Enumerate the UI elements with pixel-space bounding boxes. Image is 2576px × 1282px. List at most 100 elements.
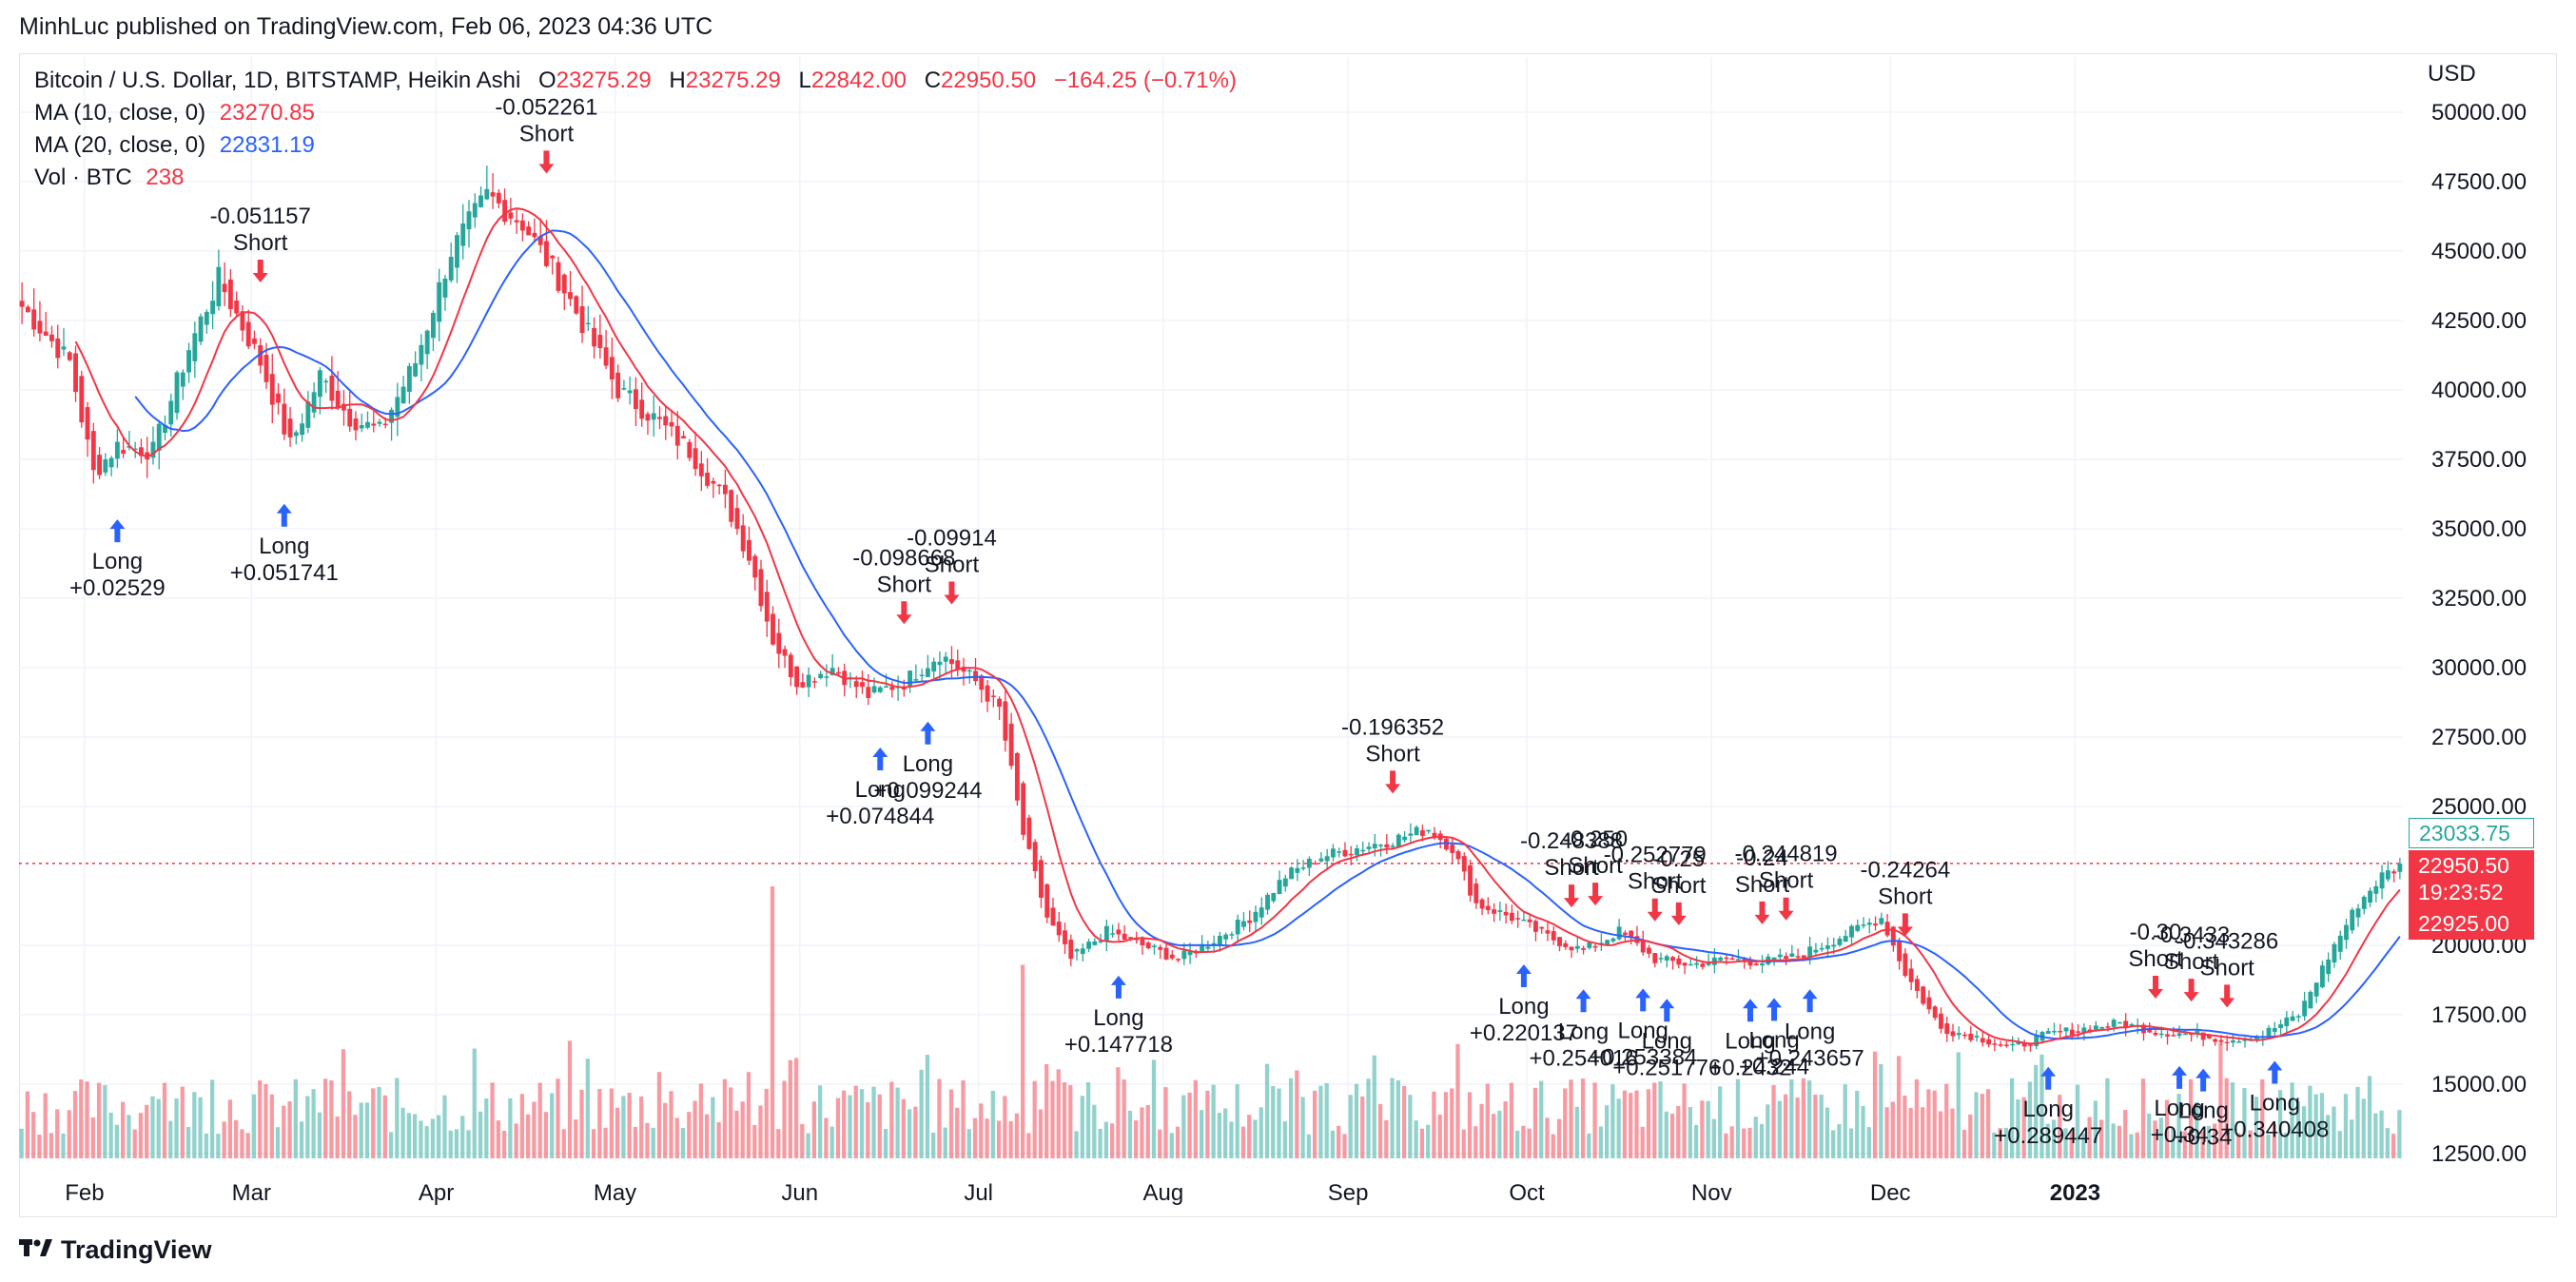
volume-bar <box>448 1130 453 1158</box>
candle-body <box>2290 1016 2295 1021</box>
candle-body <box>2391 871 2397 874</box>
candle-body <box>1784 956 1789 960</box>
candle-body <box>526 226 532 236</box>
candle-body <box>1098 941 1103 942</box>
time-tick-label: Jun <box>781 1180 818 1206</box>
candle-body <box>1939 1013 1943 1029</box>
volume-bar <box>2343 1094 2349 1158</box>
ma10-row[interactable]: MA (10, close, 0) 23270.85 <box>34 97 1237 129</box>
long-signal: Long+0.051741 <box>230 503 339 586</box>
volume-bar <box>1532 1087 1538 1158</box>
candle-body <box>544 241 549 266</box>
candle-body <box>752 555 758 578</box>
volume-bar <box>1366 1078 1371 1158</box>
chart-pane[interactable] <box>19 53 2557 1217</box>
candle-body <box>1014 752 1020 801</box>
volume-bar <box>1890 1101 1895 1158</box>
candle-body <box>1873 923 1878 926</box>
volume-bar <box>2367 1076 2372 1158</box>
candle-body <box>192 333 198 361</box>
candle-body <box>1039 860 1044 898</box>
volume-bar <box>1819 1095 1824 1158</box>
signal-type-label: Short <box>1365 741 1420 767</box>
volume-bar <box>2135 1132 2139 1158</box>
candle-body <box>1134 939 1140 941</box>
candle-body <box>371 423 377 426</box>
long-signal: Long+0.253384 <box>1589 988 1697 1070</box>
volume-bar <box>2284 1133 2289 1158</box>
signal-value-label: -0.248388 <box>1520 828 1623 854</box>
candle-body <box>1694 962 1700 965</box>
candle-body <box>1402 836 1408 841</box>
candle-body <box>1831 944 1837 947</box>
candle-body <box>139 447 144 456</box>
candle-body <box>269 374 275 405</box>
volume-row[interactable]: Vol · BTC 238 <box>34 162 1237 194</box>
candle-body <box>1140 939 1145 945</box>
candle-body <box>2385 870 2391 880</box>
volume-bar <box>2171 1128 2176 1158</box>
low-label: L <box>798 68 811 93</box>
volume-bar <box>2301 1106 2307 1158</box>
candle-body <box>19 301 25 307</box>
candle-body <box>1605 940 1610 945</box>
volume-bar <box>1455 1043 1460 1158</box>
volume-bar <box>180 1086 185 1158</box>
signal-type-label: Short <box>1628 869 1683 895</box>
volume-bar <box>240 1129 244 1158</box>
volume-bar <box>1861 1106 1865 1158</box>
volume-bar <box>758 1105 763 1158</box>
volume-bar <box>996 1120 1002 1158</box>
volume-bar <box>2248 1130 2253 1158</box>
volume-bar <box>245 1133 250 1158</box>
candle-body <box>693 448 698 470</box>
candle-body <box>1736 959 1741 961</box>
volume-bar <box>395 1078 400 1158</box>
volume-bar <box>317 1112 322 1158</box>
candle-body <box>293 432 299 437</box>
symbol-label: Bitcoin / U.S. Dollar, 1D, BITSTAMP, Hei… <box>34 68 521 93</box>
candle-body <box>1277 880 1282 894</box>
candle-body <box>603 347 609 366</box>
close-label: C <box>924 68 942 93</box>
symbol-row[interactable]: Bitcoin / U.S. Dollar, 1D, BITSTAMP, Hei… <box>34 65 1237 97</box>
volume-bar <box>1992 1132 1997 1158</box>
volume-bar <box>1461 1129 1466 1158</box>
volume-bar <box>1395 1079 1400 1158</box>
long-signal: Long+0.243657 <box>1756 989 1864 1071</box>
tradingview-brand[interactable]: TradingView <box>19 1234 212 1265</box>
volume-bar <box>1789 1078 1794 1158</box>
candle-body <box>1879 918 1884 924</box>
volume-bar <box>2355 1086 2360 1158</box>
volume-bar <box>2105 1078 2110 1158</box>
long-signal: Long+0.289447 <box>1994 1066 2102 1149</box>
volume-bar <box>1509 1082 1514 1158</box>
volume-bar <box>806 1133 810 1158</box>
candle-body <box>585 322 591 325</box>
volume-bar <box>204 1133 208 1158</box>
signal-type-label: Short <box>2128 946 2183 972</box>
candle-body <box>2206 1035 2212 1039</box>
candle-body <box>561 274 567 294</box>
signal-type-label: Short <box>877 572 932 597</box>
volume-bar <box>1884 1107 1889 1158</box>
volume-bar <box>1193 1079 1198 1158</box>
candle-body <box>1485 905 1491 910</box>
candles <box>19 165 2403 1052</box>
candle-body <box>1408 833 1414 836</box>
candle-body <box>2028 1044 2033 1046</box>
volume-bar <box>1938 1111 1943 1158</box>
candle-body <box>2368 890 2372 903</box>
down-arrow-icon <box>1670 902 1687 925</box>
candle-body <box>2021 1042 2027 1047</box>
candle-body <box>985 685 990 702</box>
volume-bar <box>597 1089 602 1158</box>
volume-bar <box>478 1111 483 1158</box>
candle-body <box>1866 923 1872 925</box>
volume-bar <box>2361 1098 2366 1158</box>
long-signal: Long+0.220137 <box>1470 964 1578 1046</box>
candle-body <box>705 472 711 486</box>
volume-bar <box>1223 1108 1228 1158</box>
ma20-row[interactable]: MA (20, close, 0) 22831.19 <box>34 129 1237 162</box>
